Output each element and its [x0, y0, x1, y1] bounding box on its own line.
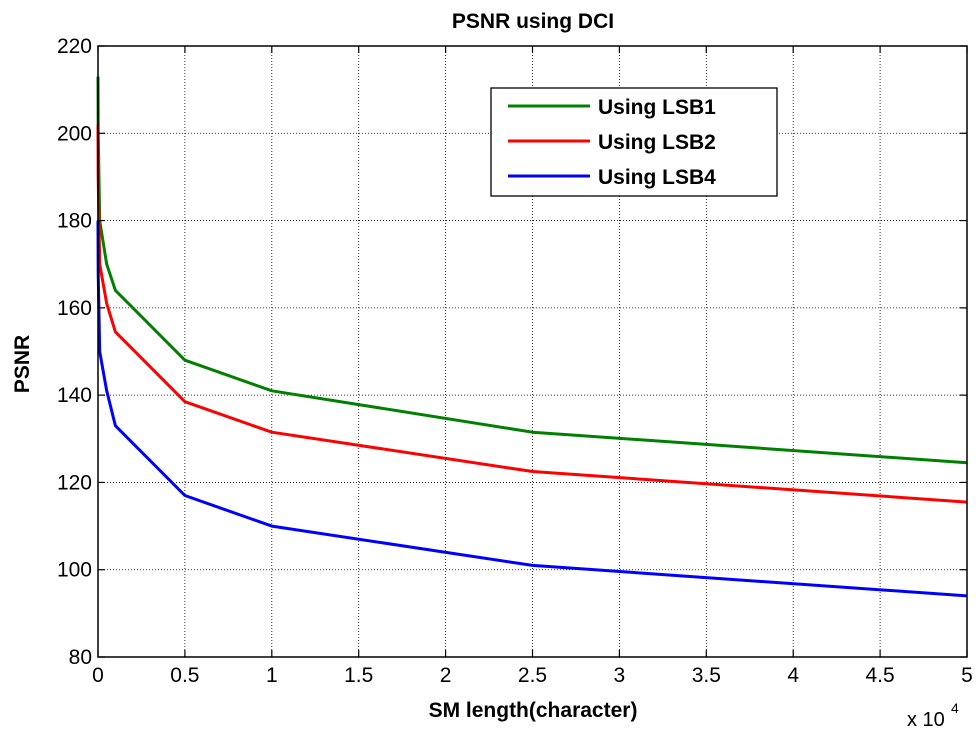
- chart-title: PSNR using DCI: [452, 10, 614, 33]
- legend-label-2: Using LSB2: [598, 131, 716, 154]
- legend: Using LSB1 Using LSB2 Using LSB4: [490, 87, 778, 197]
- x-tick-label: 4: [787, 664, 799, 687]
- x-tick-label: 1.5: [344, 664, 373, 687]
- y-tick-label: 100: [57, 559, 92, 582]
- x-tick-label: 2.5: [518, 664, 547, 687]
- legend-label-3: Using LSB4: [598, 166, 716, 189]
- legend-label-1: Using LSB1: [598, 96, 716, 119]
- y-tick-label: 180: [57, 210, 92, 233]
- x-tick-label: 2: [440, 664, 452, 687]
- y-tick-label: 220: [57, 35, 92, 58]
- x-axis-title: SM length(character): [429, 699, 638, 722]
- x-tick-label: 5: [961, 664, 973, 687]
- x-tick-label: 0.5: [170, 664, 199, 687]
- x-tick-label: 3: [614, 664, 626, 687]
- y-tick-label: 160: [57, 297, 92, 320]
- y-tick-label: 120: [57, 471, 92, 494]
- y-tick-label: 200: [57, 122, 92, 145]
- x-tick-label: 4.5: [865, 664, 894, 687]
- axis-ticks: 0 0.5 1 1.5 2 2.5 3 3.5 4 4.5 5 80 100 120 140 160 180 20…: [57, 35, 973, 687]
- y-tick-label: 140: [57, 384, 92, 407]
- x-multiplier-base: x 10: [907, 709, 945, 731]
- x-multiplier-exponent: 4: [951, 700, 959, 716]
- x-tick-label: 3.5: [692, 664, 721, 687]
- y-axis-title: PSNR: [11, 335, 34, 393]
- x-tick-label: 1: [266, 664, 278, 687]
- x-axis-multiplier: x 10 4: [907, 700, 959, 731]
- x-tick-label: 0: [92, 664, 104, 687]
- y-tick-label: 80: [69, 646, 92, 669]
